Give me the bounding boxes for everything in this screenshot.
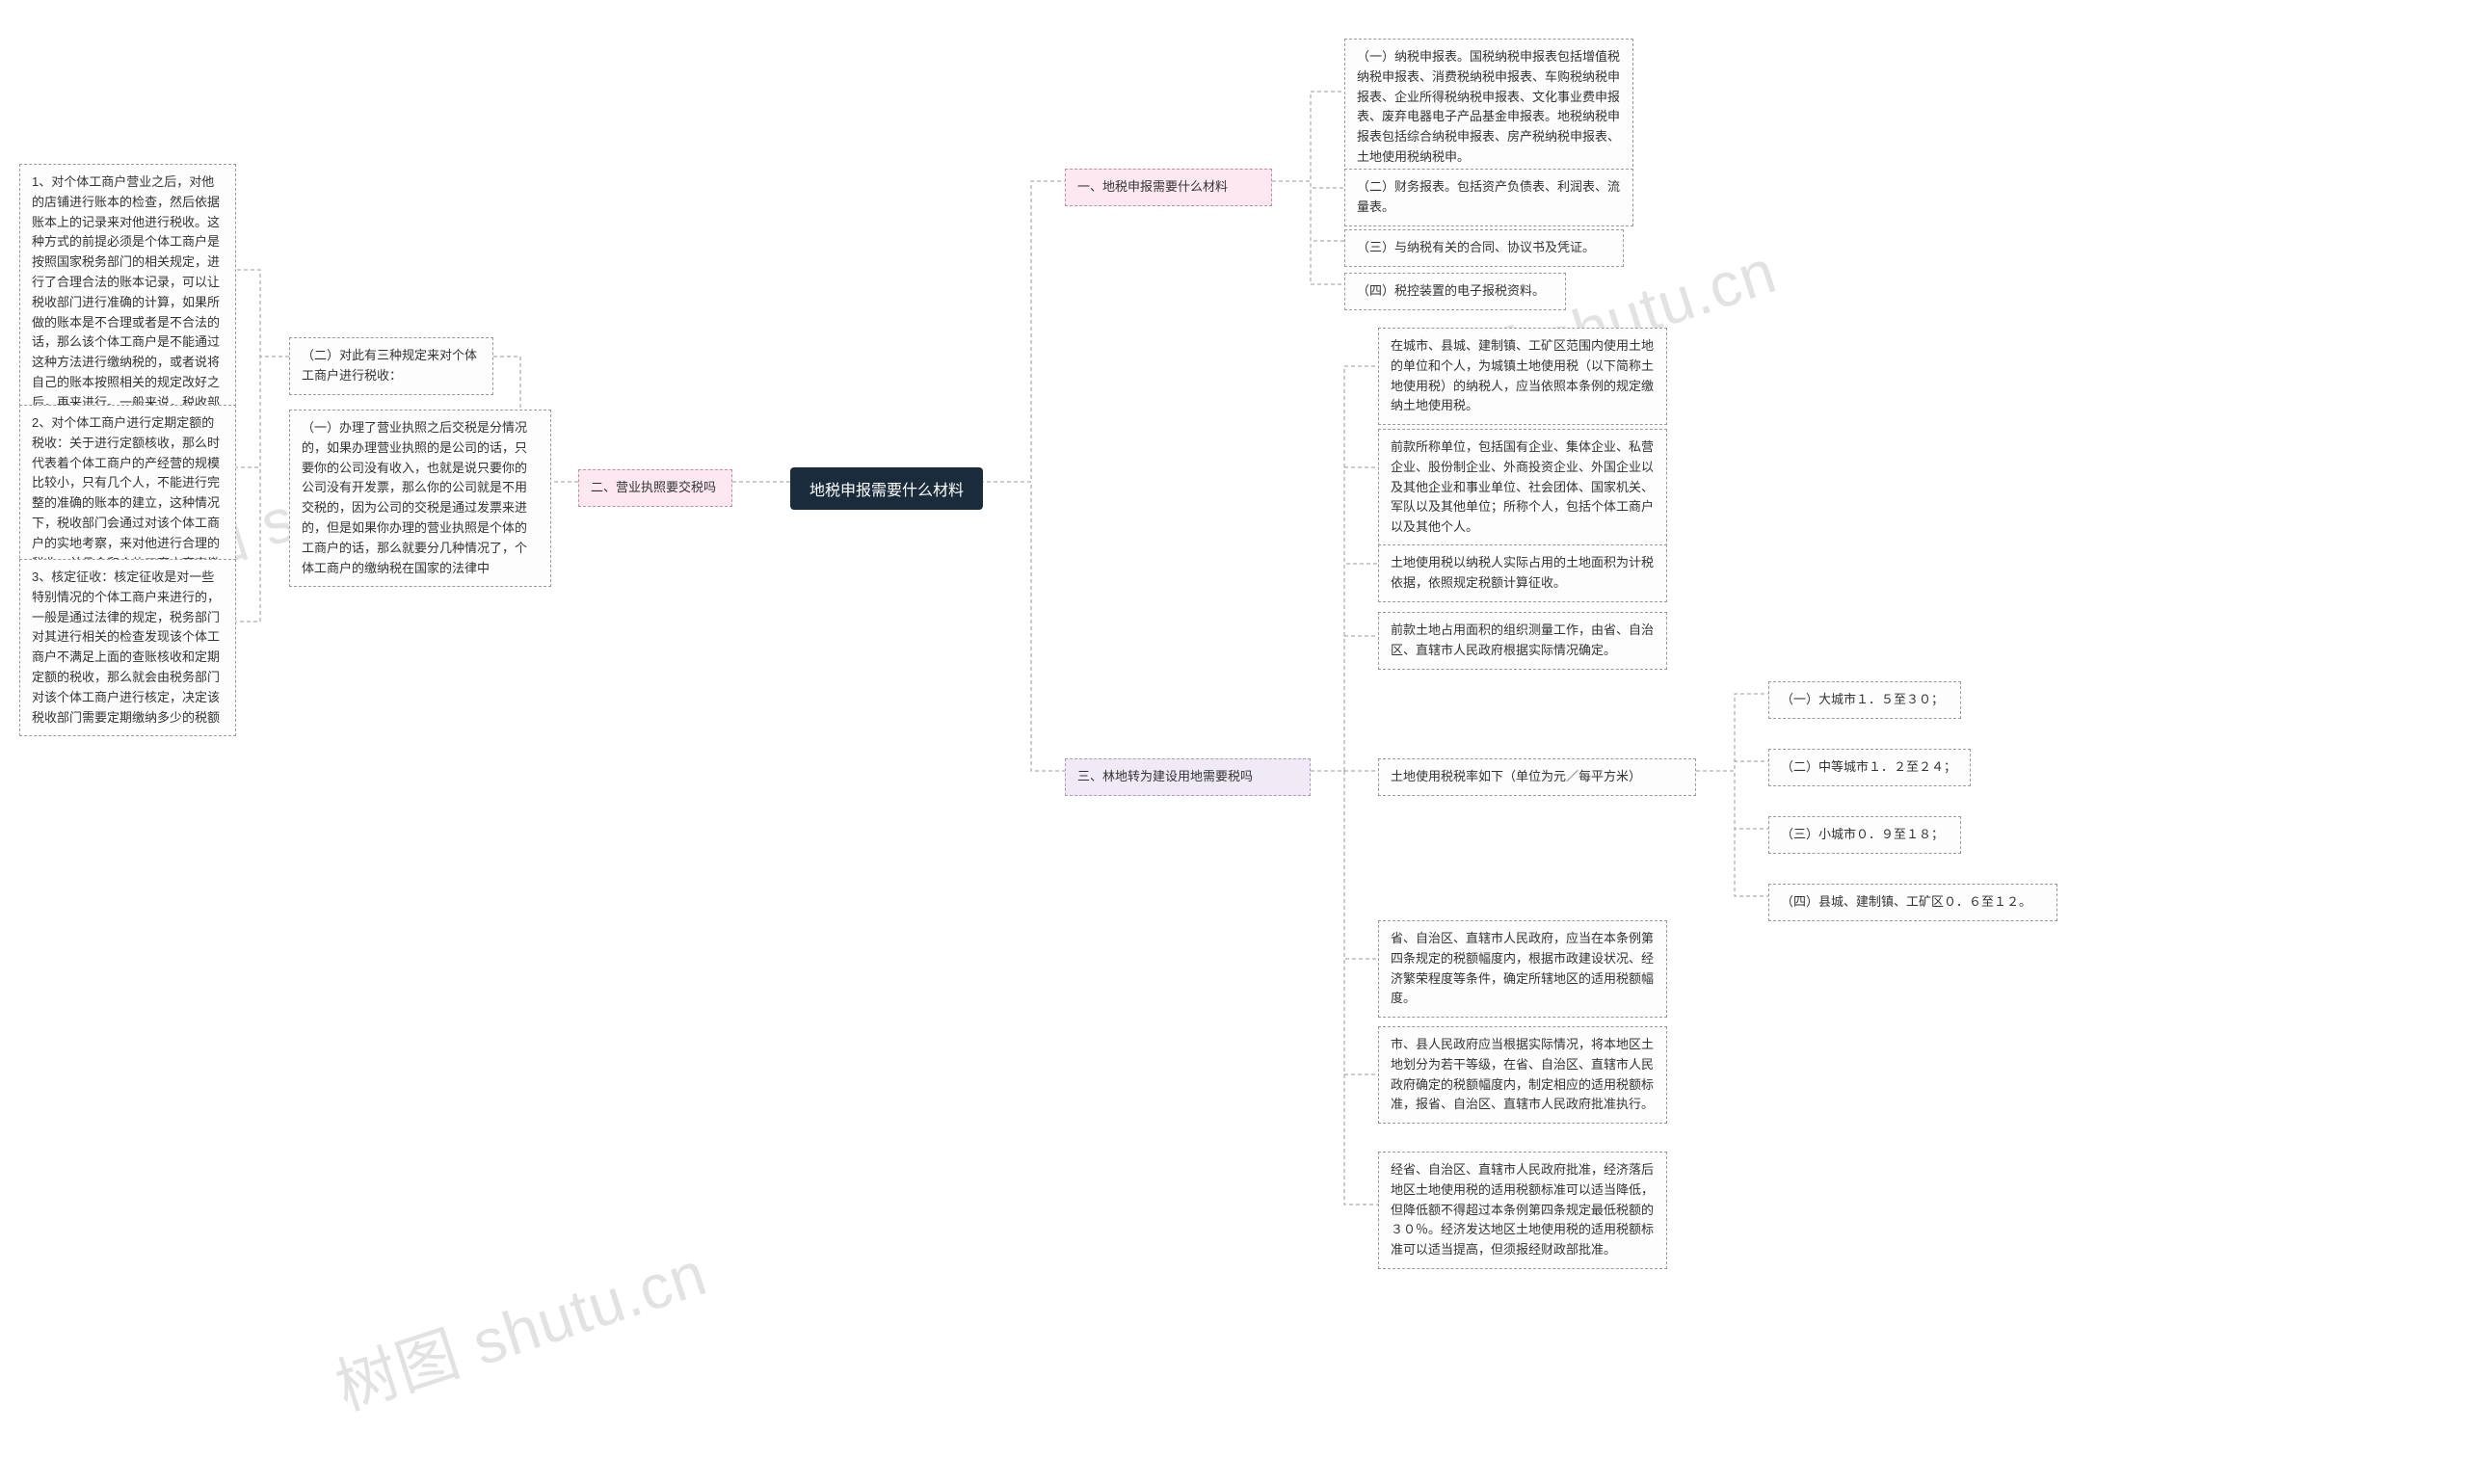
branch-three: 三、林地转为建设用地需要税吗: [1065, 758, 1311, 796]
node-three-5-a: （一）大城市１．５至３０；: [1768, 681, 1961, 719]
connector-layer: [0, 0, 2467, 1484]
branch-two: 二、营业执照要交税吗: [578, 469, 732, 507]
node-three-4: 前款土地占用面积的组织测量工作，由省、自治区、直辖市人民政府根据实际情况确定。: [1378, 612, 1667, 670]
node-two-1-a-3: 3、核定征收：核定征收是对一些特别情况的个体工商户来进行的，一般是通过法律的规定…: [19, 559, 236, 736]
node-three-5: 土地使用税税率如下（单位为元／每平方米）: [1378, 758, 1696, 796]
branch-one: 一、地税申报需要什么材料: [1065, 169, 1272, 206]
node-three-3: 土地使用税以纳税人实际占用的土地面积为计税依据，依照规定税额计算征收。: [1378, 544, 1667, 602]
node-three-5-b: （二）中等城市１．２至２４；: [1768, 749, 1971, 786]
node-one-1: （一）纳税申报表。国税纳税申报表包括增值税纳税申报表、消费税纳税申报表、车购税纳…: [1344, 39, 1633, 176]
node-two-1-a: （二）对此有三种规定来对个体工商户进行税收：: [289, 337, 493, 395]
node-three-2: 前款所称单位，包括国有企业、集体企业、私营企业、股份制企业、外商投资企业、外国企…: [1378, 429, 1667, 546]
watermark: 树图 shutu.cn: [324, 1225, 717, 1428]
node-one-3: （三）与纳税有关的合同、协议书及凭证。: [1344, 229, 1624, 267]
root-node: 地税申报需要什么材料: [790, 467, 983, 510]
node-three-8: 经省、自治区、直辖市人民政府批准，经济落后地区土地使用税的适用税额标准可以适当降…: [1378, 1152, 1667, 1269]
node-three-7: 市、县人民政府应当根据实际情况，将本地区土地划分为若干等级，在省、自治区、直辖市…: [1378, 1026, 1667, 1124]
node-two-1: （一）办理了营业执照之后交税是分情况的，如果办理营业执照的是公司的话，只要你的公…: [289, 410, 551, 587]
node-three-1: 在城市、县城、建制镇、工矿区范围内使用土地的单位和个人，为城镇土地使用税（以下简…: [1378, 328, 1667, 425]
node-one-4: （四）税控装置的电子报税资料。: [1344, 273, 1566, 310]
node-one-2: （二）财务报表。包括资产负债表、利润表、流量表。: [1344, 169, 1633, 226]
node-three-6: 省、自治区、直辖市人民政府，应当在本条例第四条规定的税额幅度内，根据市政建设状况…: [1378, 920, 1667, 1018]
node-three-5-d: （四）县城、建制镇、工矿区０．６至１２。: [1768, 884, 2057, 921]
node-three-5-c: （三）小城市０．９至１８；: [1768, 816, 1961, 854]
